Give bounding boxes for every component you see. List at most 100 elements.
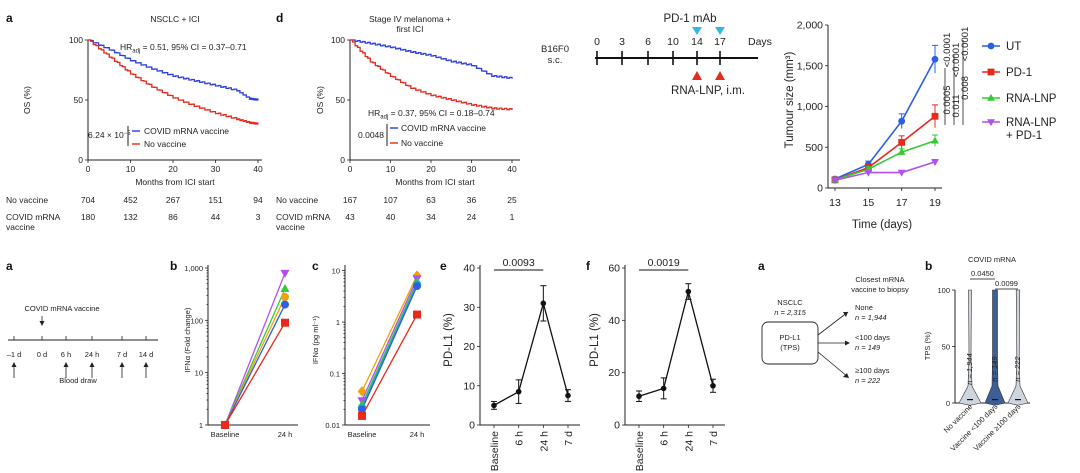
tumour-legend-marker — [987, 119, 995, 127]
flow-arrow-none — [817, 311, 849, 336]
tumour-pvalue-label: 0.011 — [951, 94, 962, 117]
tumour-point — [831, 177, 839, 185]
log-series-line — [224, 322, 286, 426]
log-x-tick-label: Baseline — [348, 430, 377, 439]
pdl1-x-tick-label: Baseline — [489, 431, 501, 471]
violin-title: COVID mRNA — [968, 255, 1016, 264]
timeline-title: COVID mRNA vaccine — [24, 304, 99, 313]
tumour-ylabel: Tumour size (mm³) — [784, 51, 796, 148]
cohort-flowchart: a NSCLC n = 2,315 PD-L1 (TPS) Closest mR… — [758, 259, 909, 385]
schedule-drug-label: PD-1 mAb — [663, 13, 716, 25]
km-nsclc-legend-novaccine: No vaccine — [144, 139, 186, 149]
log-point — [413, 310, 421, 319]
pdl1-y-tick-label: 40 — [608, 315, 620, 327]
violin-shape — [1007, 289, 1029, 406]
schedule-days-unit: Days — [748, 36, 772, 48]
pdl1-point — [636, 393, 642, 400]
risk-value: 25 — [507, 195, 517, 205]
log-series-line — [361, 281, 418, 405]
y-tick-label: 50 — [336, 95, 346, 105]
tumour-point — [931, 55, 939, 63]
risk-value: 36 — [467, 195, 477, 205]
x-tick-label: 30 — [467, 164, 477, 174]
km-melanoma-panel: d Stage IV melanoma + first ICI OS (%) 1… — [276, 11, 520, 232]
schedule-day-label: 0 — [594, 36, 600, 48]
vaccine-timeline: a COVID mRNA vaccine –1 d 0 d 6 h 24 h 7 d 14… — [6, 259, 158, 385]
flow-arrowhead-ge100 — [843, 373, 849, 378]
log-series-line — [224, 272, 286, 426]
pdl1-pvalue: 0.0093 — [503, 257, 535, 269]
km-melanoma-legend-vaccine: COVID mRNA vaccine — [401, 123, 486, 133]
tumour-point — [864, 169, 873, 177]
schedule-pd1-arrow-day17 — [715, 27, 725, 35]
violin-n-label: n = 1,944 — [965, 353, 974, 385]
schedule-rna-arrow-day14 — [692, 71, 702, 80]
x-tick-label: 40 — [253, 164, 263, 174]
schedule-day-label: 17 — [714, 36, 726, 48]
timeline-blood-arrowhead — [143, 362, 149, 367]
panel-label-a2: a — [6, 259, 13, 273]
pdl1-x-tick-label: Baseline — [634, 431, 646, 471]
tumour-point — [931, 159, 939, 166]
x-tick-label: 0 — [86, 164, 91, 174]
pdl1-y-tick-label: 0 — [614, 420, 620, 432]
log-y-tick-label: 10 — [195, 369, 203, 378]
log-point — [281, 292, 289, 301]
x-tick-label: 20 — [168, 164, 178, 174]
log-y-tick-label: 1 — [199, 421, 203, 430]
pdl1-y-tick-label: 20 — [463, 341, 475, 353]
schedule-model-line1: B16F0 — [541, 44, 569, 55]
tumour-y-tick-label: 0 — [817, 183, 823, 195]
tumour-series-line — [834, 161, 936, 182]
violin-y-tick-label: 0 — [946, 399, 950, 408]
pdl1-y-tick-label: 10 — [463, 380, 475, 392]
tumour-point — [897, 169, 906, 177]
violin-ylabel: TPS (%) — [923, 331, 932, 360]
violin-shape — [984, 289, 1006, 406]
km-melanoma-xlabel: Months from ICI start — [395, 177, 475, 187]
tumour-legend-marker — [987, 93, 995, 101]
risk-value: 180 — [81, 212, 95, 222]
tumour-point — [931, 112, 939, 120]
tumour-y-tick-label: 1,000 — [797, 101, 823, 113]
risk-value: 24 — [467, 212, 477, 222]
panel-label-e: e — [440, 259, 447, 273]
tumour-x-tick-label: 15 — [862, 197, 874, 209]
flow-group-ge100-n: n = 222 — [855, 376, 881, 385]
flow-group-none: None — [855, 303, 873, 312]
log-series-line — [361, 278, 418, 401]
log-point — [358, 405, 366, 414]
risk-value: 167 — [343, 195, 357, 205]
timeline-point-label: 24 h — [85, 350, 100, 359]
log-y-tick-label: 1 — [336, 318, 340, 327]
schedule-day-label: 6 — [645, 36, 651, 48]
ifna-ylabel: IFNα (Fold change) — [183, 307, 192, 372]
flow-arrowhead-none — [843, 312, 848, 317]
log-y-tick-label: 0.1 — [330, 370, 340, 379]
flow-cohort: NSCLC — [777, 298, 803, 307]
tumour-growth-chart: Tumour size (mm³) 0 500 1,000 1,500 2,000 13 1… — [784, 20, 1057, 232]
log-series-line — [224, 304, 286, 426]
log-series-line — [361, 285, 418, 410]
flow-group-ge100: ≥100 days — [855, 366, 890, 375]
tumour-pvalue-label: 0.0005 — [942, 85, 953, 114]
flow-group-lt100: <100 days — [855, 333, 890, 342]
panel-label-b: b — [170, 259, 177, 273]
timeline-point-label: 6 h — [61, 350, 71, 359]
timeline-point-label: 14 d — [139, 350, 154, 359]
schedule-pd1-arrow-day14 — [692, 27, 702, 35]
pdl1-x-tick-label: 6 h — [514, 431, 526, 446]
pdl1-f-ylabel: PD-L1 (%) — [589, 313, 601, 367]
tumour-pvalue-label: <0.0001 — [960, 27, 971, 62]
km-nsclc-panel: a NSCLC + ICI OS (%) 100 50 0 0 10 20 30 40 Mo… — [6, 11, 263, 232]
schedule-day-label: 10 — [667, 36, 679, 48]
risk-row-label: vaccine — [6, 222, 35, 232]
tumour-point — [898, 138, 906, 146]
tumour-pvalue-label: <0.0001 — [942, 33, 953, 68]
timeline-blood-arrowhead — [63, 362, 69, 367]
tumour-legend-label: UT — [1006, 41, 1021, 53]
km-nsclc-vaccine-curve — [88, 39, 259, 101]
log-x-tick-label: 24 h — [278, 430, 293, 439]
